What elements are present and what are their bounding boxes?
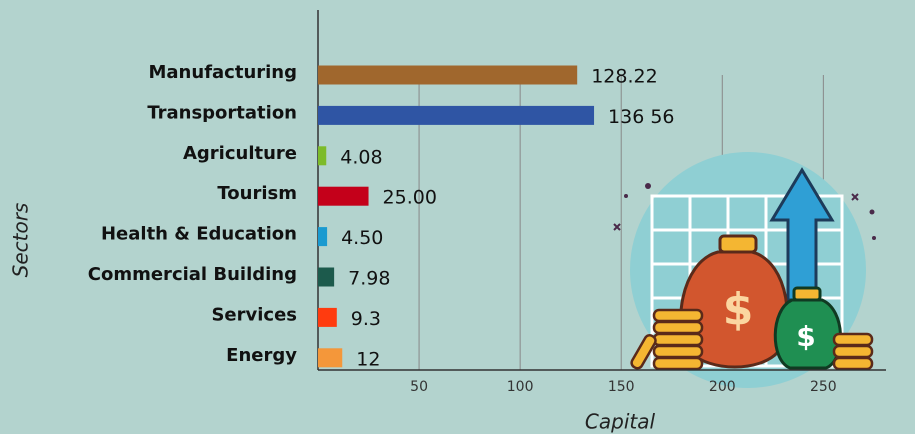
category-label: Energy	[226, 345, 297, 366]
category-label: Services	[211, 304, 297, 325]
value-label: 136 56	[608, 106, 674, 128]
value-label: 7.98	[348, 268, 390, 290]
x-tick-label: 100	[507, 379, 534, 395]
bar	[318, 227, 327, 246]
value-label: 12	[356, 348, 380, 370]
y-axis-title: Sectors	[9, 203, 33, 278]
value-label: 128.22	[591, 66, 657, 88]
bar	[318, 146, 326, 165]
bar	[318, 66, 577, 85]
bar	[318, 268, 334, 287]
x-tick-label: 50	[410, 379, 428, 395]
bar	[318, 106, 594, 125]
x-tick-label: 150	[608, 379, 635, 395]
value-label: 9.3	[351, 308, 381, 330]
value-label: 25.00	[383, 187, 437, 209]
x-tick-label: 250	[810, 379, 837, 395]
category-label: Tourism	[217, 183, 297, 204]
bar	[318, 187, 369, 206]
bar	[318, 308, 337, 327]
category-label: Transportation	[147, 102, 297, 123]
x-tick-label: 200	[709, 379, 736, 395]
bar	[318, 348, 342, 367]
value-label: 4.08	[340, 146, 382, 168]
chart: $ $ 50 100 150 200 250 Manufacturing 128.22 Tra…	[0, 0, 915, 434]
x-axis-title: Capital	[585, 410, 656, 434]
category-label: Commercial Building	[88, 264, 297, 285]
category-label: Agriculture	[183, 143, 297, 164]
category-label: Health & Education	[101, 224, 297, 245]
category-label: Manufacturing	[149, 62, 298, 83]
svg-text:$: $	[796, 320, 815, 353]
svg-text:$: $	[723, 284, 754, 335]
value-label: 4.50	[341, 227, 383, 249]
